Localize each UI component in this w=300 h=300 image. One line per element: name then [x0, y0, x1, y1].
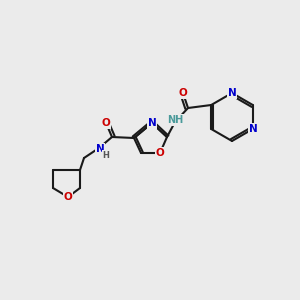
Text: N: N	[96, 144, 104, 154]
Text: N: N	[249, 124, 258, 134]
Text: O: O	[156, 148, 164, 158]
Text: H: H	[103, 151, 110, 160]
Text: O: O	[178, 88, 188, 98]
Text: N: N	[228, 88, 236, 98]
Text: O: O	[102, 118, 110, 128]
Text: O: O	[64, 192, 72, 202]
Text: NH: NH	[167, 115, 183, 125]
Text: N: N	[148, 118, 156, 128]
